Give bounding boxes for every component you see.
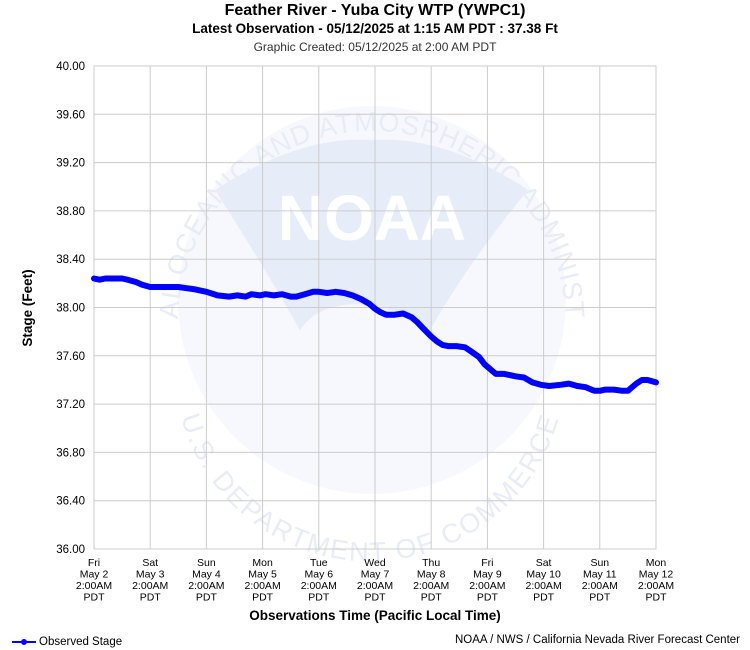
x-tick-label: 2:00AM <box>76 580 112 592</box>
series-group <box>91 275 659 394</box>
x-tick-label: 2:00AM <box>357 580 393 592</box>
legend: Observed Stage <box>12 636 122 648</box>
x-tick-label: PDT <box>421 592 443 604</box>
y-tick-label: 38.00 <box>56 303 85 315</box>
x-tick-label: May 7 <box>361 569 390 581</box>
x-tick-label: 2:00AM <box>301 580 337 592</box>
x-tick-label: PDT <box>589 592 611 604</box>
x-tick-label: Mon <box>252 557 273 569</box>
y-tick-label: 38.40 <box>56 254 85 266</box>
x-tick-label: PDT <box>84 592 106 604</box>
x-tick-label: 2:00AM <box>188 580 224 592</box>
plot-frame <box>93 65 657 550</box>
x-tick-label: May 5 <box>248 569 277 581</box>
y-tick-label: 36.80 <box>56 447 85 459</box>
x-tick-label: Tue <box>310 557 328 569</box>
x-tick-label: 2:00AM <box>638 580 674 592</box>
y-tick-label: 36.40 <box>56 496 85 508</box>
series-line-observed-stage <box>91 275 659 394</box>
x-tick-label: 2:00AM <box>582 580 618 592</box>
x-tick-label: Wed <box>364 557 386 569</box>
x-tick-label: May 6 <box>305 569 334 581</box>
y-axis-label: Stage (Feet) <box>20 269 35 346</box>
x-tick-label: 2:00AM <box>245 580 281 592</box>
x-tick-label: Sat <box>142 557 158 569</box>
legend-dot <box>21 639 27 645</box>
x-tick-label: 2:00AM <box>526 580 562 592</box>
credit-line: NOAA / NWS / California Nevada River For… <box>454 634 740 646</box>
x-tick-label: Sun <box>590 557 609 569</box>
x-tick-label: PDT <box>646 592 668 604</box>
y-tick-label: 36.00 <box>56 544 85 556</box>
chart-title: Feather River - Yuba City WTP (YWPC1) <box>224 2 526 19</box>
x-tick-label: 2:00AM <box>469 580 505 592</box>
x-tick-label: Sun <box>197 557 216 569</box>
x-tick-label: PDT <box>533 592 555 604</box>
x-tick-label: 2:00AM <box>413 580 449 592</box>
x-tick-label: May 11 <box>583 569 617 581</box>
x-tick-label: May 9 <box>473 569 502 581</box>
x-tick-label: Fri <box>88 557 100 569</box>
graphic-created: Graphic Created: 05/12/2025 at 2:00 AM P… <box>253 40 497 54</box>
x-tick-label: May 4 <box>192 569 221 581</box>
legend-swatch <box>12 637 36 647</box>
watermark-logo-text: NOAA <box>278 182 466 254</box>
x-tick-label: PDT <box>196 592 218 604</box>
x-tick-label: PDT <box>365 592 387 604</box>
latest-observation: Latest Observation - 05/12/2025 at 1:15 … <box>192 21 558 36</box>
x-tick-label: Fri <box>481 557 493 569</box>
grid <box>93 65 657 550</box>
x-tick-label: PDT <box>308 592 330 604</box>
x-tick-label: May 2 <box>80 569 109 581</box>
x-tick-label: Thu <box>422 557 440 569</box>
x-tick-label: May 3 <box>136 569 165 581</box>
y-tick-label: 37.20 <box>56 399 85 411</box>
y-tick-label: 38.80 <box>56 206 85 218</box>
noaa-watermark: NOAA NATIONAL OCEANIC AND ATMOSPHERIC AD… <box>0 0 589 568</box>
y-tick-label: 37.60 <box>56 351 85 363</box>
x-tick-label: PDT <box>477 592 499 604</box>
y-tick-label: 39.20 <box>56 158 85 170</box>
x-tick-label: May 10 <box>526 569 561 581</box>
x-tick-label: 2:00AM <box>132 580 168 592</box>
x-tick-label: May 12 <box>639 569 674 581</box>
y-axis-ticks: 36.00 36.40 36.80 37.20 37.60 38.00 38.40 38.80… <box>56 61 85 556</box>
x-axis-label: Observations Time (Pacific Local Time) <box>249 608 501 623</box>
x-tick-label: PDT <box>252 592 274 604</box>
stage-chart: NOAA NATIONAL OCEANIC AND ATMOSPHERIC AD… <box>0 0 674 623</box>
y-tick-label: 40.00 <box>56 61 85 73</box>
watermark-bird <box>215 139 528 330</box>
x-tick-label: May 8 <box>417 569 446 581</box>
x-tick-label: Mon <box>646 557 667 569</box>
legend-label: Observed Stage <box>39 636 123 648</box>
x-tick-label: PDT <box>140 592 162 604</box>
x-tick-label: Sat <box>536 557 552 569</box>
y-tick-label: 39.60 <box>56 109 85 121</box>
